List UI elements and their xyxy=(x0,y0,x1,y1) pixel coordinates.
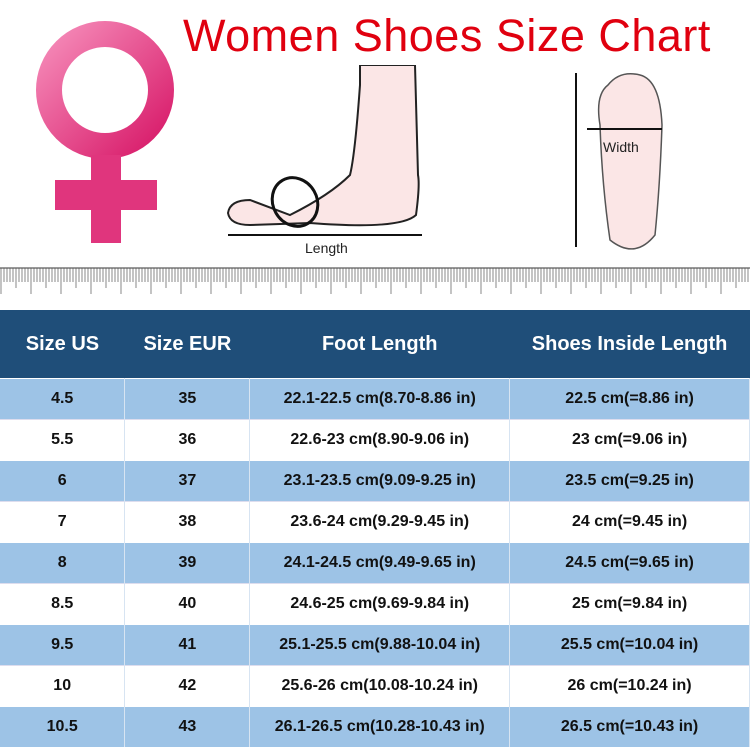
table-header-row: Size US Size EUR Foot Length Shoes Inside L… xyxy=(0,310,750,379)
table-cell: 24.5 cm(=9.65 in) xyxy=(509,542,750,584)
size-table: Size US Size EUR Foot Length Shoes Inside L… xyxy=(0,310,750,747)
foot-sole-illustration: Width xyxy=(575,73,663,250)
table-cell: 23.1-23.5 cm(9.09-9.25 in) xyxy=(249,460,511,502)
table-cell: 23 cm(=9.06 in) xyxy=(509,419,750,461)
table-cell: 6 xyxy=(0,460,126,502)
table-cell: 41 xyxy=(124,624,251,666)
table-cell: 43 xyxy=(124,706,251,747)
table-cell: 25.5 cm(=10.04 in) xyxy=(509,624,750,666)
table-row: 9.5 41 25.1-25.5 cm(9.88-10.04 in) 25.5 cm(… xyxy=(0,624,750,666)
table-cell: 5.5 xyxy=(0,419,126,461)
table-cell: 25.1-25.5 cm(9.88-10.04 in) xyxy=(249,624,511,666)
table-cell: 26 cm(=10.24 in) xyxy=(509,665,750,707)
width-label: Width xyxy=(603,139,639,155)
table-row: 6 37 23.1-23.5 cm(9.09-9.25 in) 23.5 cm(=9.… xyxy=(0,460,750,502)
table-cell: 24.1-24.5 cm(9.49-9.65 in) xyxy=(249,542,511,584)
table-cell: 24 cm(=9.45 in) xyxy=(509,501,750,543)
table-cell: 23.5 cm(=9.25 in) xyxy=(509,460,750,502)
table-row: 10 42 25.6-26 cm(10.08-10.24 in) 26 cm(=10.… xyxy=(0,665,750,707)
table-cell: 8.5 xyxy=(0,583,126,625)
table-row: 10.5 43 26.1-26.5 cm(10.28-10.43 in) 26.5 c… xyxy=(0,706,750,747)
table-cell: 40 xyxy=(124,583,251,625)
venus-symbol-icon xyxy=(36,21,174,243)
column-header: Foot Length xyxy=(249,310,510,379)
table-cell: 25.6-26 cm(10.08-10.24 in) xyxy=(249,665,511,707)
length-label: Length xyxy=(305,240,348,256)
table-row: 4.5 35 22.1-22.5 cm(8.70-8.86 in) 22.5 cm(=… xyxy=(0,378,750,420)
ruler xyxy=(0,267,750,294)
table-cell: 26.1-26.5 cm(10.28-10.43 in) xyxy=(249,706,511,747)
table-cell: 8 xyxy=(0,542,126,584)
table-row: 8 39 24.1-24.5 cm(9.49-9.65 in) 24.5 cm(=9.… xyxy=(0,542,750,584)
table-cell: 37 xyxy=(124,460,251,502)
table-cell: 24.6-25 cm(9.69-9.84 in) xyxy=(249,583,511,625)
page-title: Women Shoes Size Chart xyxy=(183,10,711,61)
table-cell: 22.1-22.5 cm(8.70-8.86 in) xyxy=(249,378,511,420)
table-row: 7 38 23.6-24 cm(9.29-9.45 in) 24 cm(=9.45 i… xyxy=(0,501,750,543)
table-cell: 36 xyxy=(124,419,251,461)
table-cell: 22.6-23 cm(8.90-9.06 in) xyxy=(249,419,511,461)
table-row: 5.5 36 22.6-23 cm(8.90-9.06 in) 23 cm(=9.06… xyxy=(0,419,750,461)
table-cell: 10 xyxy=(0,665,126,707)
table-cell: 39 xyxy=(124,542,251,584)
table-cell: 25 cm(=9.84 in) xyxy=(509,583,750,625)
table-cell: 7 xyxy=(0,501,126,543)
table-cell: 4.5 xyxy=(0,378,126,420)
column-header: Shoes Inside Length xyxy=(509,310,750,379)
table-cell: 10.5 xyxy=(0,706,126,747)
column-header: Size EUR xyxy=(124,310,250,379)
table-cell: 22.5 cm(=8.86 in) xyxy=(509,378,750,420)
table-row: 8.5 40 24.6-25 cm(9.69-9.84 in) 25 cm(=9.84… xyxy=(0,583,750,625)
table-cell: 35 xyxy=(124,378,251,420)
table-cell: 38 xyxy=(124,501,251,543)
column-header: Size US xyxy=(0,310,125,379)
table-cell: 26.5 cm(=10.43 in) xyxy=(509,706,750,747)
table-cell: 42 xyxy=(124,665,251,707)
table-cell: 23.6-24 cm(9.29-9.45 in) xyxy=(249,501,511,543)
table-cell: 9.5 xyxy=(0,624,126,666)
foot-side-illustration: Length xyxy=(226,65,422,256)
